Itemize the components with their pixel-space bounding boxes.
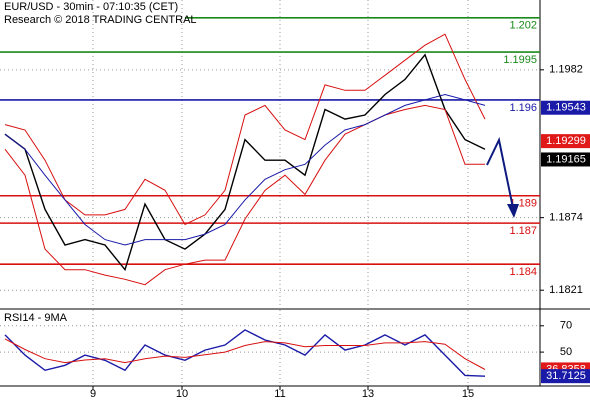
rsi-title: RSI14 - 9MA	[4, 312, 68, 324]
series-line	[4, 329, 486, 377]
price-marker	[541, 134, 590, 149]
x-tick-label: 9	[90, 388, 96, 400]
level-label: 1.187	[509, 225, 537, 237]
series-line	[4, 93, 486, 246]
y-tick-label: 1.1982	[549, 64, 583, 76]
forecast-arrow	[486, 136, 519, 218]
x-tick-label: 15	[462, 388, 474, 400]
price-marker	[541, 369, 590, 384]
y-tick-label: 1.1874	[549, 212, 583, 224]
y-tick-label: 1.1821	[549, 284, 583, 296]
chart-title: EUR/USD - 30min - 07:10:35 (CET)	[4, 1, 178, 13]
price-marker-label: 1.19299	[546, 135, 586, 147]
y-tick-label: 50	[560, 346, 572, 358]
chart-subtitle: Research © 2018 TRADING CENTRAL	[4, 14, 197, 26]
price-marker-label: 1.19543	[546, 102, 586, 114]
x-tick-label: 10	[176, 388, 188, 400]
x-tick-label: 11	[274, 388, 285, 400]
level-label: 1.184	[509, 266, 537, 278]
price-marker	[541, 152, 590, 167]
price-marker	[541, 100, 590, 115]
level-label: 1.196	[509, 102, 537, 114]
series-line	[4, 104, 485, 286]
level-label: 1.1995	[503, 54, 537, 66]
series-line	[4, 33, 486, 226]
price-marker-label: 1.19165	[546, 153, 586, 165]
series-line	[4, 338, 486, 370]
price-marker-label: 31.7125	[546, 370, 586, 382]
x-tick-label: 13	[362, 388, 374, 400]
level-label: 1.202	[509, 20, 537, 32]
y-tick-label: 70	[560, 320, 572, 332]
series-line	[4, 53, 486, 272]
